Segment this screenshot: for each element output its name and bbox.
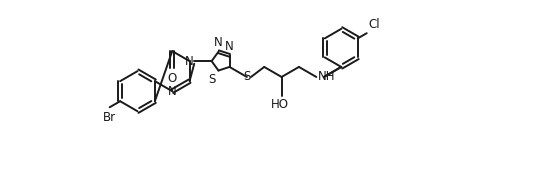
- Text: Cl: Cl: [369, 18, 380, 31]
- Text: O: O: [168, 72, 177, 85]
- Text: NH: NH: [318, 70, 336, 83]
- Text: N: N: [185, 55, 194, 68]
- Text: Br: Br: [103, 111, 116, 124]
- Text: N: N: [225, 40, 234, 53]
- Text: HO: HO: [271, 98, 289, 111]
- Text: N: N: [214, 36, 223, 49]
- Text: S: S: [243, 70, 251, 84]
- Text: N: N: [168, 85, 176, 98]
- Text: S: S: [208, 73, 216, 86]
